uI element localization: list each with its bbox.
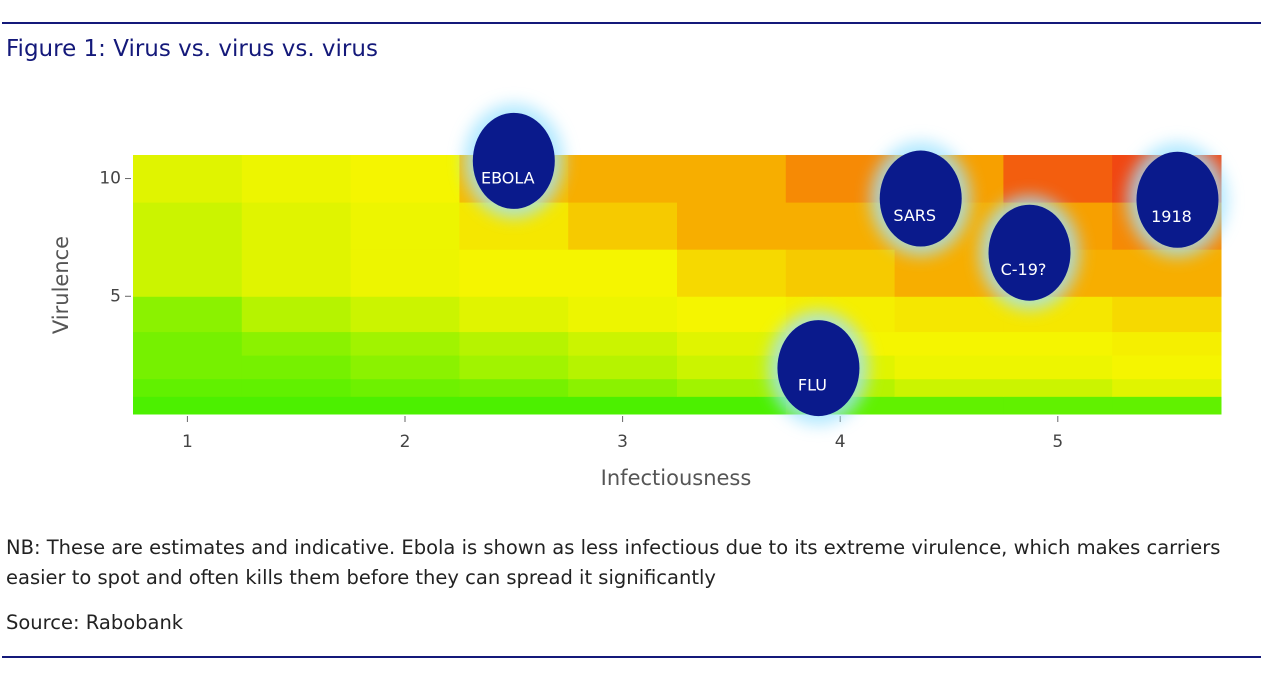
bubble — [879, 150, 962, 247]
heatmap-cell — [677, 355, 787, 380]
heatmap-cell — [133, 378, 243, 397]
heatmap-cell — [1112, 355, 1222, 380]
heatmap-cell — [459, 296, 569, 333]
bubble — [988, 204, 1071, 301]
heatmap-cell — [241, 202, 352, 250]
bubble — [777, 320, 860, 417]
bubble-label: FLU — [798, 376, 827, 395]
heatmap-cell — [1112, 396, 1222, 415]
heatmap-cell — [1112, 331, 1222, 356]
heatmap-cell — [241, 396, 352, 415]
heatmap-cell — [1003, 378, 1113, 397]
heatmap-cell — [459, 396, 569, 415]
heatmap-cell — [677, 249, 787, 297]
x-tick-label: 4 — [835, 432, 846, 452]
y-tick-label: 10 — [99, 169, 121, 189]
heatmap-cell — [459, 355, 569, 380]
heatmap-cell — [1112, 378, 1222, 397]
heatmap-cell — [568, 202, 678, 250]
y-tick-label: 5 — [110, 286, 121, 306]
heatmap-cell — [241, 355, 352, 380]
chart-title: Figure 1: Virus vs. virus vs. virus — [6, 36, 378, 62]
heatmap-cell — [241, 249, 352, 297]
chart: Infectiousness Virulence 1 2 3 4 5 5 10 EBOLA SA… — [49, 103, 1228, 490]
heatmap-cell — [568, 396, 678, 415]
bubble-label: 1918 — [1151, 207, 1192, 226]
heatmap-cell — [677, 331, 787, 356]
y-axis-title: Virulence — [49, 236, 73, 334]
heatmap-cell — [1003, 355, 1113, 380]
heatmap-cell — [1003, 396, 1113, 415]
bubble-label: EBOLA — [481, 168, 535, 187]
heatmap-cell — [241, 331, 352, 356]
heatmap-cell — [894, 396, 1004, 415]
heatmap-cell — [350, 396, 460, 415]
heatmap-cell — [568, 355, 678, 380]
heatmap-cell — [350, 155, 460, 203]
x-axis-title: Infectiousness — [601, 466, 752, 490]
bubble — [1136, 151, 1219, 248]
heatmap-cell — [133, 331, 243, 356]
heatmap-cell — [568, 296, 678, 333]
heatmap-cell — [785, 249, 896, 297]
heatmap-cell — [677, 396, 787, 415]
heatmap-cell — [1112, 296, 1222, 333]
heatmap-cell — [350, 331, 460, 356]
heatmap-cell — [677, 378, 787, 397]
heatmap-cell — [894, 378, 1004, 397]
heatmap-cell — [459, 378, 569, 397]
heatmap-cell — [350, 355, 460, 380]
heatmap-cell — [241, 155, 352, 203]
heatmap-cell — [677, 296, 787, 333]
heatmap-cell — [894, 296, 1004, 333]
heatmap-cell — [350, 296, 460, 333]
heatmap-cell — [677, 202, 787, 250]
heatmap-cell — [459, 331, 569, 356]
heatmap-cell — [133, 249, 243, 297]
heatmap-cell — [459, 249, 569, 297]
heatmap-cell — [241, 296, 352, 333]
top-rule — [2, 22, 1261, 24]
x-tick-label: 5 — [1052, 432, 1063, 452]
heatmap-cell — [677, 155, 787, 203]
bubble-label: SARS — [893, 206, 936, 225]
heatmap-cell — [133, 202, 243, 250]
heatmap-cell — [1112, 249, 1222, 297]
heatmap-cell — [568, 331, 678, 356]
heatmap-cell — [568, 378, 678, 397]
bottom-rule — [2, 656, 1261, 658]
bubble-label: C-19? — [1001, 260, 1047, 279]
x-tick-label: 1 — [182, 432, 193, 452]
heatmap-cell — [568, 249, 678, 297]
heatmap-cell — [241, 378, 352, 397]
heatmap-cell — [1003, 155, 1113, 203]
heatmap-cell — [133, 296, 243, 333]
heatmap-cell — [894, 331, 1004, 356]
x-tick-label: 3 — [617, 432, 628, 452]
x-tick-label: 2 — [400, 432, 411, 452]
heatmap-cell — [133, 355, 243, 380]
heatmap-cell — [1003, 331, 1113, 356]
heatmap-cell — [133, 396, 243, 415]
heatmap-cell — [568, 155, 678, 203]
heatmap-cell — [350, 249, 460, 297]
heatmap-cell — [350, 378, 460, 397]
heatmap-cell — [350, 202, 460, 250]
heatmap-cell — [894, 355, 1004, 380]
source: Source: Rabobank — [6, 611, 184, 634]
heatmap-cell — [133, 155, 243, 203]
note: NB: These are estimates and indicative. … — [6, 536, 1221, 589]
bubble — [472, 112, 555, 209]
